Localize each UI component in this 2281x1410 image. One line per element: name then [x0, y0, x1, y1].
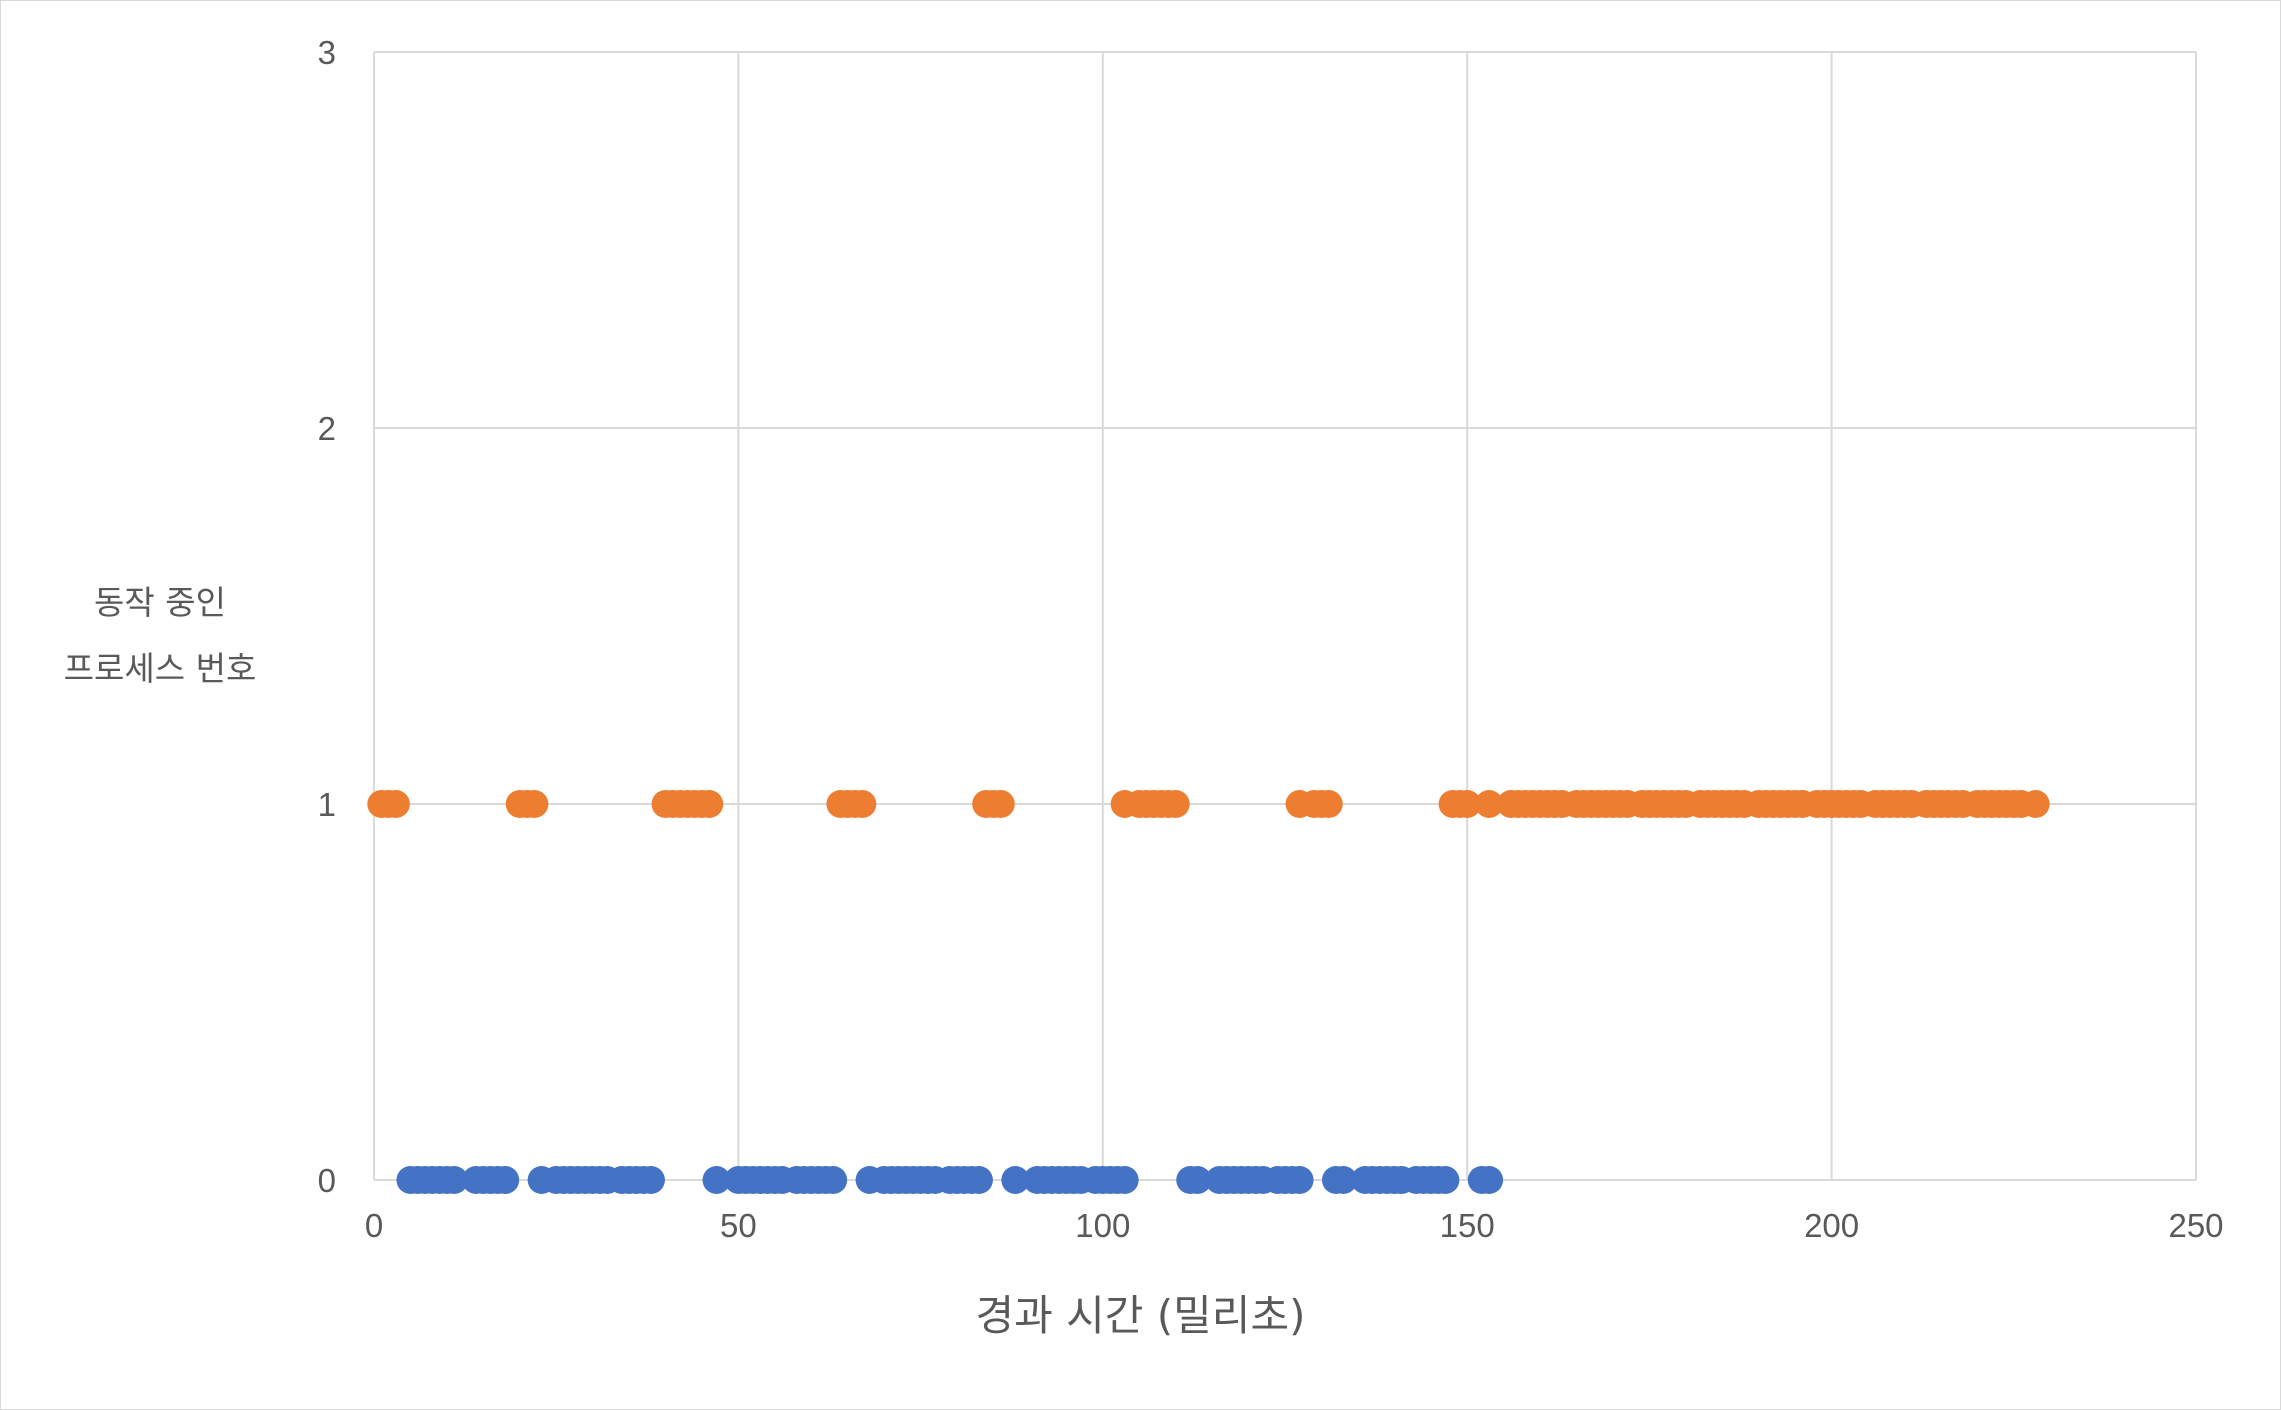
data-point	[381, 790, 410, 818]
x-tick-label: 0	[365, 1207, 383, 1244]
y-axis-label: 동작 중인 프로세스 번호	[30, 570, 290, 702]
y-axis-label-line-2: 프로세스 번호	[63, 649, 257, 688]
data-point	[1475, 790, 1504, 818]
y-tick-label: 3	[318, 34, 336, 71]
grid-lines	[373, 51, 2197, 1181]
data-point	[440, 1166, 469, 1194]
data-point	[1183, 1166, 1212, 1194]
y-tick-label: 2	[318, 410, 336, 447]
data-point	[2021, 790, 2050, 818]
data-point	[1314, 790, 1343, 818]
data-point	[819, 1166, 848, 1194]
y-tick-label: 1	[318, 786, 336, 823]
data-point	[1110, 1166, 1139, 1194]
data-point	[1453, 790, 1482, 818]
data-point	[1285, 1166, 1314, 1194]
x-tick-label: 150	[1440, 1207, 1495, 1244]
x-tick-label: 250	[2168, 1207, 2223, 1244]
data-point	[848, 790, 877, 818]
data-point	[491, 1166, 520, 1194]
data-point	[986, 790, 1015, 818]
data-point	[1475, 1166, 1504, 1194]
data-point	[695, 790, 724, 818]
data-point	[1161, 790, 1190, 818]
y-tick-label: 0	[318, 1162, 336, 1199]
data-point	[636, 1166, 665, 1194]
data-point	[1329, 1166, 1358, 1194]
series-0	[396, 1166, 1504, 1194]
x-tick-label: 200	[1804, 1207, 1859, 1244]
y-axis-label-line-1: 동작 중인	[94, 583, 226, 622]
data-point	[520, 790, 549, 818]
x-tick-label: 50	[720, 1207, 757, 1244]
series-1	[367, 790, 2050, 818]
x-axis-label: 경과 시간 (밀리초)	[975, 1291, 1306, 1340]
data-points	[367, 790, 2050, 1194]
data-point	[702, 1166, 731, 1194]
x-tick-label: 100	[1075, 1207, 1130, 1244]
data-point	[964, 1166, 993, 1194]
data-point	[1431, 1166, 1460, 1194]
data-point	[1001, 1166, 1030, 1194]
tick-labels: 0 50 100 150 200 250 0 1 2 3	[318, 34, 2224, 1244]
